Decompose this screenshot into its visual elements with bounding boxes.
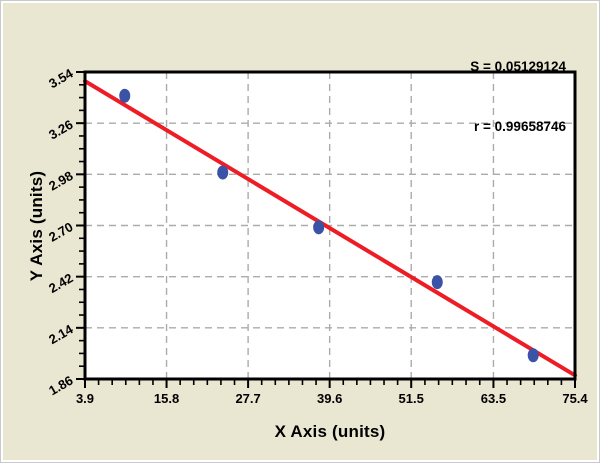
y-tick-label: 3.54	[46, 65, 76, 91]
y-tick-label: 2.70	[46, 219, 75, 245]
x-tick-label: 51.5	[399, 391, 424, 406]
x-tick-label: 39.6	[317, 391, 342, 406]
data-point	[217, 165, 229, 180]
data-point	[527, 348, 539, 363]
x-tick-label: 63.5	[481, 391, 506, 406]
y-tick-label: 2.14	[46, 321, 76, 347]
data-point	[313, 220, 325, 235]
x-axis-title: X Axis (units)	[274, 422, 386, 441]
x-tick-label: 75.4	[562, 391, 588, 406]
data-point	[431, 275, 443, 290]
x-tick-label: 27.7	[235, 391, 260, 406]
y-tick-label: 2.42	[46, 270, 75, 296]
regression-line	[83, 79, 577, 378]
stats-annotation: S = 0.05129124 r = 0.99658746	[470, 17, 566, 177]
data-point	[119, 88, 131, 103]
x-tick-label: 15.8	[154, 391, 179, 406]
stats-r-value: r = 0.99658746	[474, 119, 566, 134]
plot-frame	[83, 70, 577, 381]
y-tick-label: 2.98	[46, 168, 75, 194]
y-axis-title: Y Axis (units)	[27, 170, 46, 282]
y-tick-label: 1.86	[46, 373, 75, 399]
y-tick-label: 3.26	[46, 117, 75, 143]
x-tick-label: 3.9	[76, 391, 94, 406]
stats-s-value: S = 0.05129124	[470, 59, 566, 74]
